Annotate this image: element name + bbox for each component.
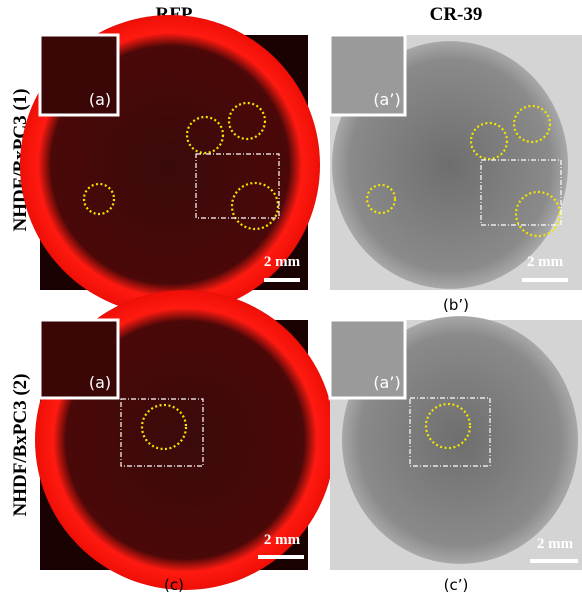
scale-bar-label: 2 mm	[527, 254, 564, 270]
figure: RFP CR-39 NHDF/BxPC3 (1) NHDF/BxPC3 (2) …	[0, 0, 582, 604]
panel-caption: (c’)	[444, 576, 469, 594]
panels: (a)2 mm(b)(a’)2 mm(b’)(a)2 mm(c)(a’)2 mm…	[20, 15, 582, 594]
inset-label: (a)	[89, 90, 111, 109]
scale-bar-label: 2 mm	[537, 536, 574, 552]
inset-label: (a’)	[373, 373, 400, 392]
panel-caption: (c)	[164, 576, 184, 594]
row-label: NHDF/BxPC3 (2)	[10, 373, 31, 516]
scale-bar-label: 2 mm	[264, 254, 301, 270]
panel-caption: (b’)	[443, 296, 469, 314]
inset-label: (a’)	[373, 90, 400, 109]
inset-label: (a)	[89, 373, 111, 392]
column-header: CR-39	[430, 4, 483, 25]
scale-bar-label: 2 mm	[264, 532, 301, 548]
